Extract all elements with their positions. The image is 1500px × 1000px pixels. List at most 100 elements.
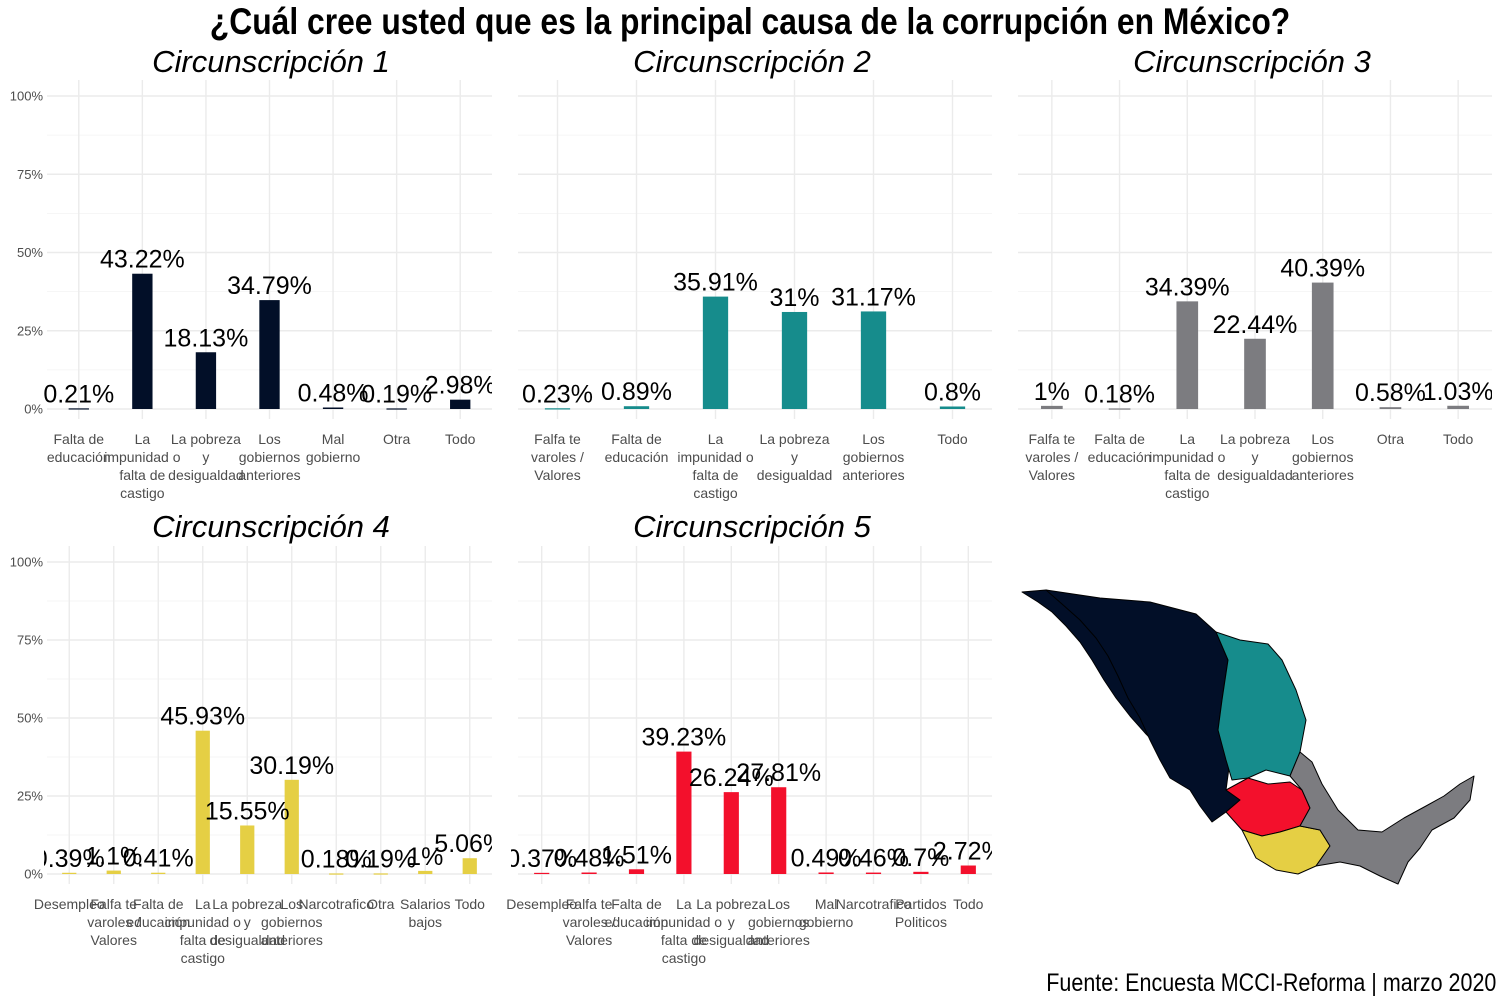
data-label: 27.81% [736, 759, 821, 787]
data-label: 1% [407, 843, 443, 871]
x-tick-label: La impunidad o falta de castigo [646, 896, 722, 966]
bar [581, 872, 597, 874]
x-tick-label: Partidos Politicos [895, 896, 947, 930]
x-tick-label: La impunidad o falta de castigo [104, 431, 180, 501]
y-tick-label: 75% [17, 167, 43, 182]
x-tick-label: Desempleo [34, 896, 105, 912]
data-label: 31% [769, 284, 819, 312]
x-tick-label: Falta de educación [605, 431, 669, 465]
x-tick-label: Falfa te varoles / Valores [563, 896, 616, 948]
data-label-layer: 0.23% 0.89% 35.91% 31% 31.17% 0.8% [522, 269, 981, 409]
data-label: 39.23% [642, 724, 727, 752]
y-tick-label: 100% [10, 89, 44, 104]
data-label: 45.93% [160, 703, 245, 731]
data-label: 15.55% [205, 797, 290, 825]
panel-title: Circunscripción 1 [152, 44, 390, 79]
x-tick-label: Todo [937, 431, 968, 447]
x-tick-label: La pobreza y desigualdad [757, 431, 833, 483]
bar [865, 872, 882, 874]
bar [151, 872, 166, 874]
data-label: 0.8% [924, 378, 981, 406]
data-label: 18.13% [164, 324, 249, 352]
x-tick-label: Falta de educación [605, 896, 669, 930]
bar [781, 311, 808, 409]
data-label-layer: 0.21% 43.22% 18.13% 34.79% 0.48%0.19%2.98% [44, 246, 492, 409]
bar [195, 730, 210, 874]
map-region-circunscripcion-3 [1289, 751, 1475, 885]
panel-title: Circunscripción 5 [633, 509, 872, 544]
bar [628, 869, 645, 874]
data-label: 31.17% [831, 283, 916, 311]
x-tick-label: Otra [383, 431, 410, 447]
x-tick-label: Todo [953, 896, 984, 912]
data-label: 26.24% [689, 764, 774, 792]
bar [106, 870, 121, 874]
bar [676, 751, 692, 874]
bar [329, 873, 344, 875]
y-tick-label: 0% [24, 867, 43, 882]
x-tick-label: La pobreza y desigualdad [168, 431, 244, 483]
data-label: 0.58% [1355, 379, 1426, 407]
bar [195, 352, 217, 409]
data-label: 0.18% [1084, 380, 1155, 408]
bar [1041, 405, 1063, 409]
data-label: 0.39% [34, 845, 105, 873]
x-tick-label: Falfa te varoles / Valores [531, 431, 584, 483]
bar [913, 871, 929, 874]
data-label: 0.48% [298, 379, 369, 407]
data-label: 2.72% [933, 838, 1004, 866]
data-label: 0.41% [123, 845, 194, 873]
data-label-layer: 0.37%0.48%1.51%39.23%26.24%27.81%0.49%0.… [511, 724, 1004, 873]
bar [960, 865, 976, 874]
bar [284, 779, 299, 874]
bar [1244, 338, 1266, 409]
panel-title: Circunscripción 2 [633, 44, 871, 79]
bar [132, 273, 153, 409]
bar [240, 825, 255, 874]
x-tick-label: Mal gobierno [306, 431, 361, 465]
bar [386, 408, 407, 410]
x-tick-label: La impunidad o falta de castigo [1149, 431, 1225, 501]
x-tick-label: Falfa te varoles / Valores [1025, 431, 1078, 483]
data-label: 0.19% [361, 380, 432, 408]
y-tick-label: 25% [17, 789, 43, 804]
bar [373, 873, 388, 875]
data-label: 43.22% [100, 246, 185, 274]
x-tick-label: Falfa te varoles / Valores [87, 896, 140, 948]
x-tick-label: Todo [445, 431, 476, 447]
data-label: 0.46% [838, 845, 909, 873]
x-tick-label: Desempleo [506, 896, 577, 912]
data-label: 35.91% [673, 269, 758, 297]
panel-circunscripcion-2: Circunscripción 2 0.23% 0.89% 35.91% 31% 31.1… [518, 44, 992, 501]
y-tick-label: 100% [10, 555, 44, 570]
bar [723, 792, 739, 874]
x-tick-label: Salarios bajos [400, 896, 451, 930]
bar [702, 296, 729, 409]
bar [860, 311, 887, 409]
data-label: 30.19% [249, 752, 334, 780]
x-tick-label: Mal gobierno [799, 896, 854, 930]
x-tick-label: Los gobiernos anteriores [238, 431, 300, 483]
x-tick-label: Todo [455, 896, 486, 912]
data-label: 0.48% [554, 845, 625, 873]
x-tick-label: Falta de educación [47, 431, 111, 465]
chart-title: ¿Cuál cree usted que es la principal cau… [209, 1, 1291, 42]
bar [623, 406, 650, 409]
data-label-layer: 0.39%1.1%0.41% 45.93% 15.55% 30.19% 0.18%0.1… [34, 703, 492, 874]
map-region-circunscripcion-2 [1215, 631, 1307, 781]
x-tick-label: Otra [367, 896, 394, 912]
panel-title: Circunscripción 4 [152, 509, 390, 544]
x-tick-label: Los gobiernos anteriores [748, 896, 810, 948]
data-label: 1% [1034, 378, 1070, 406]
mexico-map [1021, 589, 1475, 885]
y-tick-label: 50% [17, 245, 43, 260]
data-label: 0.89% [601, 378, 672, 406]
x-tick-label: Otra [1377, 431, 1404, 447]
panel-circunscripcion-3: Circunscripción 3 1% 0.18% 34.39% 22.44% 40.3… [1018, 44, 1492, 501]
bar [462, 858, 477, 874]
data-label: 0.49% [791, 844, 862, 872]
panel-circunscripcion-5: Circunscripción 5 0.37%0.48%1.51% 39.23% 26… [506, 509, 1004, 966]
panel-circunscripcion-1: Circunscripción 1 0% 25% 50% 75% 100% 0.21% 43.… [10, 44, 492, 501]
x-tick-label: La pobreza y desigualdad [209, 896, 285, 948]
